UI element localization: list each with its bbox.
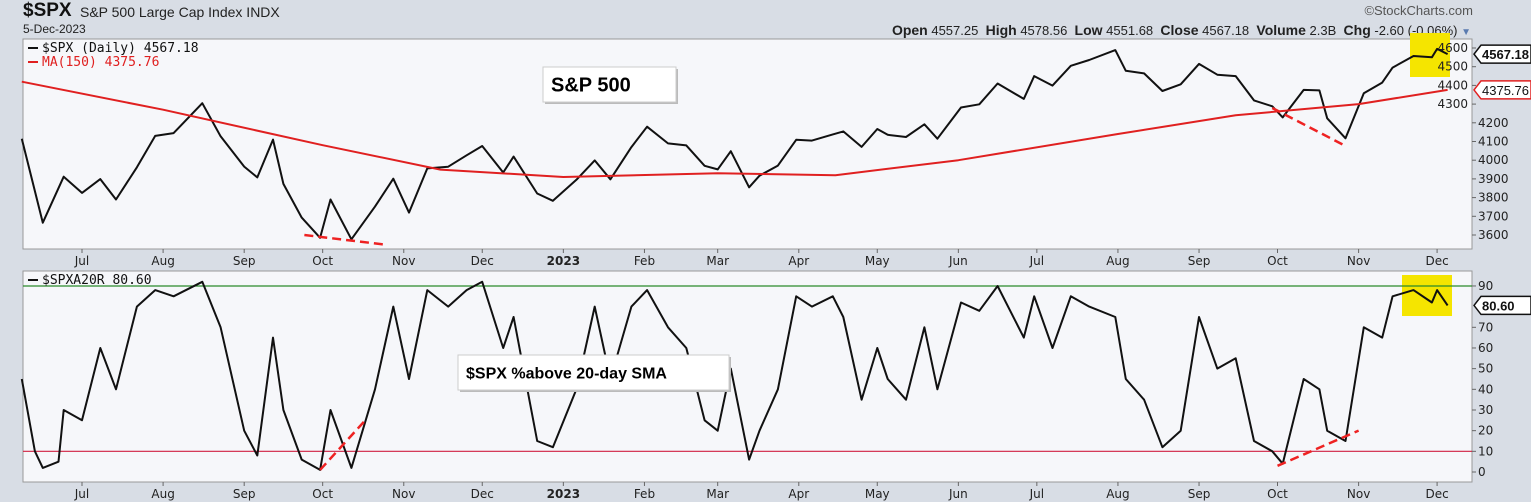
x-tick-label: Dec [1425,487,1448,501]
x-tick-label: Sep [1188,487,1211,501]
series-line-ma150 [21,80,1448,178]
y-tick-label: 70 [1478,320,1493,334]
series-line-spxa20r [20,280,1449,471]
x-tick-label: Dec [1425,254,1448,268]
x-tick-label: Apr [788,487,809,501]
legend-label: $SPX (Daily) 4567.18 [42,41,199,56]
y-tick-label: 20 [1478,424,1493,438]
value-tag [1473,80,1531,100]
x-tick-label: Jul [74,487,89,501]
x-tick-label: Sep [233,487,256,501]
x-tick-label: Sep [233,254,256,268]
x-tick-label: Jun [948,254,968,268]
x-tick-label: Jul [74,254,89,268]
annotation-text: $SPX %above 20-day SMA [466,365,667,382]
y-tick-label: 4300 [1437,97,1468,111]
x-tick-label: Aug [151,487,174,501]
x-tick-label: 2023 [547,487,580,501]
y-tick-label: 10 [1478,444,1493,458]
x-tick-label: Aug [151,254,174,268]
x-tick-label: Dec [471,487,494,501]
x-tick-label: Nov [1347,254,1370,268]
dashed-trendline [1277,429,1360,467]
open-value: 4557.25 [931,23,979,38]
x-tick-label: Feb [634,254,655,268]
y-tick-label: 4000 [1478,153,1509,167]
y-tick-label: 3800 [1478,191,1509,205]
x-tick-label: Aug [1106,254,1129,268]
y-tick-label: 3600 [1478,228,1509,242]
highlight-box [1402,275,1452,316]
volume-label: Volume [1256,22,1306,38]
y-tick-label: 4200 [1478,116,1509,130]
close-value: 4567.18 [1202,23,1250,38]
x-tick-label: Mar [706,254,729,268]
x-tick-label: Jun [948,487,968,501]
y-tick-label: 4100 [1478,135,1509,149]
dashed-trendline [319,417,369,471]
value-tag [1473,295,1531,316]
x-tick-label: Apr [788,254,809,268]
x-tick-label: Oct [1267,254,1288,268]
x-tick-label: Nov [1347,487,1370,501]
annotation-text: S&P 500 [551,75,631,97]
x-tick-label: Nov [392,487,415,501]
close-label: Close [1160,22,1199,38]
y-tick-label: 0 [1478,465,1486,479]
x-tick-label: Mar [706,487,729,501]
panel-1 [22,38,1473,250]
y-tick-label: 30 [1478,403,1493,417]
open-label: Open [891,22,928,38]
y-tick-label: 3700 [1478,209,1509,223]
value-tag-label: 80.60 [1482,298,1515,313]
value-tag [1473,44,1531,64]
x-tick-label: Oct [312,487,333,501]
x-tick-label: May [865,487,890,501]
series-line-spxdaily [20,47,1449,241]
volume-value: 2.3B [1309,23,1337,38]
low-value: 4551.68 [1106,23,1154,38]
x-tick-label: Oct [312,254,333,268]
index-name: S&P 500 Large Cap Index INDX [80,4,280,20]
x-tick-label: Jul [1029,254,1044,268]
high-label: High [985,22,1017,38]
x-tick-label: Feb [634,487,655,501]
y-tick-label: 50 [1478,362,1493,376]
copyright: ©StockCharts.com [1364,3,1473,18]
y-tick-label: 3900 [1478,172,1509,186]
low-label: Low [1074,22,1103,38]
highlight-box [1410,33,1450,77]
symbol-title: $SPX [23,0,72,21]
x-tick-label: Nov [392,254,415,268]
x-tick-label: Sep [1188,254,1211,268]
y-tick-label: 60 [1478,341,1493,355]
dropdown-arrow-icon[interactable]: ▼ [1461,27,1471,38]
x-tick-label: Aug [1106,487,1129,501]
annotation-box [542,66,677,103]
x-tick-label: May [865,254,890,268]
y-tick-label: 4400 [1437,78,1468,92]
x-tick-label: Jul [1029,487,1044,501]
ohlc-summary: Open 4557.25 High 4578.56 Low 4551.68 Cl… [892,22,1471,38]
y-tick-label: 4600 [1437,41,1468,55]
value-tag-label: 4375.76 [1482,83,1529,98]
x-tick-label: Dec [471,254,494,268]
y-tick-label: 40 [1478,382,1493,396]
x-tick-label: Oct [1267,487,1288,501]
high-value: 4578.56 [1020,23,1068,38]
y-tick-label: 90 [1478,279,1493,293]
chg-label: Chg [1343,22,1371,38]
y-tick-label: 4500 [1437,60,1468,74]
x-tick-label: 2023 [547,254,580,268]
annotation-box [457,354,730,391]
legend-label: MA(150) 4375.76 [42,55,159,70]
value-tag-label: 4567.18 [1482,47,1529,62]
chart-date: 5-Dec-2023 [23,22,86,36]
legend-label: $SPXA20R 80.60 [42,273,152,288]
